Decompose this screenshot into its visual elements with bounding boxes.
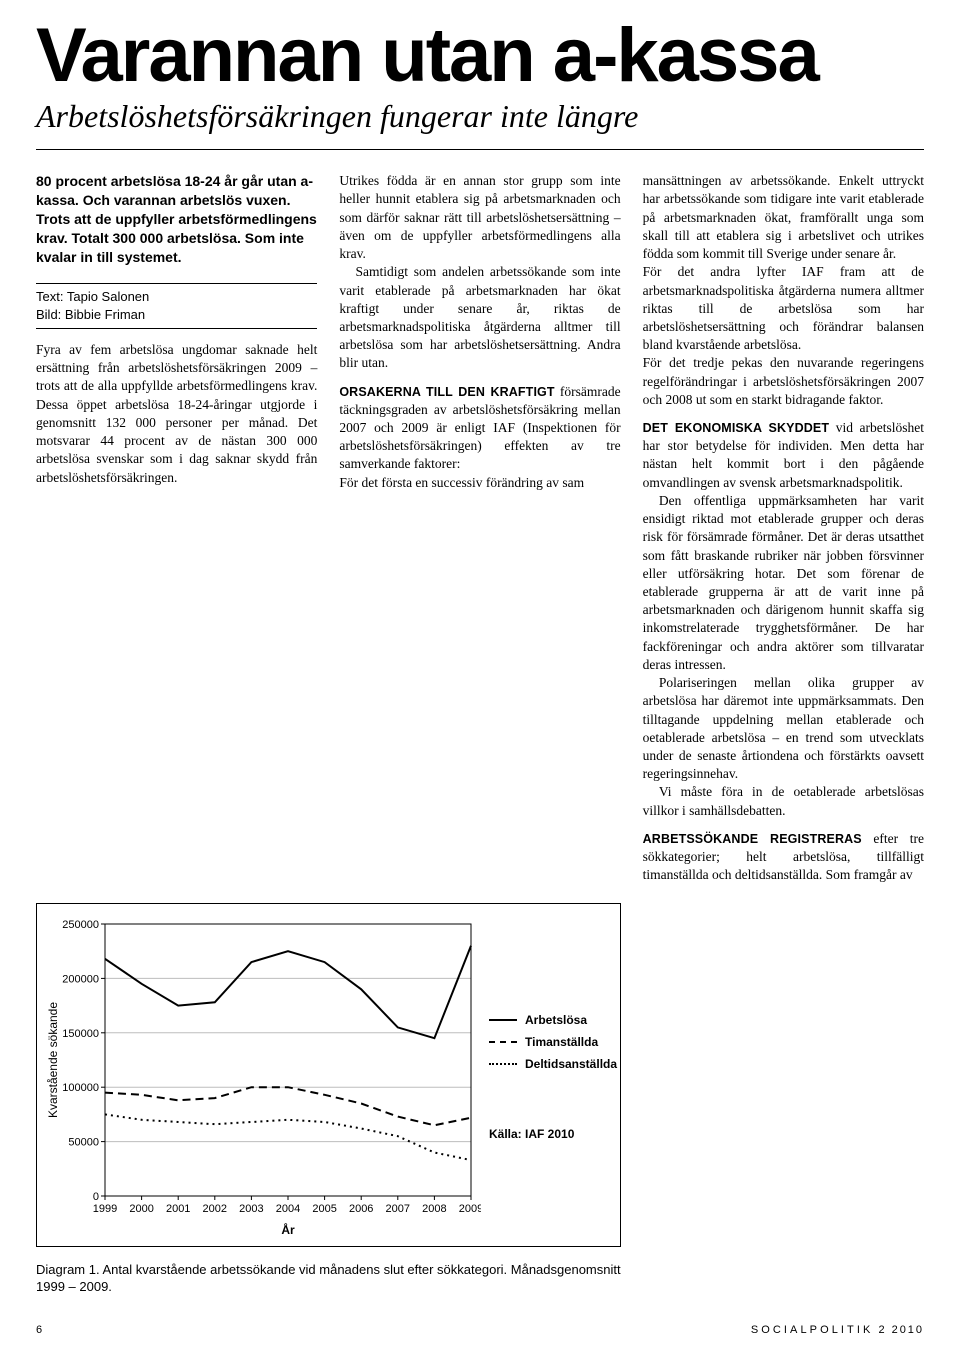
y-axis-title: Kvarstående sökande — [46, 1001, 60, 1117]
col3-p8: ARBETSSÖKANDE REGISTRERAS efter tre sökk… — [643, 830, 924, 885]
chart-frame: 0 50000 100000 150000 200000 250000 1999 2000 20… — [36, 903, 621, 1247]
col2-body: Utrikes födda är en annan stor grupp som… — [339, 172, 620, 492]
svg-text:2004: 2004 — [276, 1203, 300, 1215]
column-2: Utrikes födda är en annan stor grupp som… — [339, 172, 620, 884]
col3-p5: Den offentliga uppmärksamheten har varit… — [643, 492, 924, 674]
svg-text:2006: 2006 — [349, 1203, 373, 1215]
chart-caption: Diagram 1. Antal kvarstående arbetssökan… — [36, 1261, 621, 1296]
line-chart: 0 50000 100000 150000 200000 250000 1999 2000 20… — [41, 912, 481, 1242]
standfirst: 80 procent arbetslösa 18-24 år går utan … — [36, 172, 317, 266]
svg-text:50000: 50000 — [68, 1136, 99, 1148]
magazine-issue: 2 2010 — [878, 1324, 924, 1336]
article-columns: 80 procent arbetslösa 18-24 år går utan … — [36, 172, 924, 1295]
col2-p1: Utrikes födda är en annan stor grupp som… — [339, 172, 620, 263]
col1-body: Fyra av fem arbetslösa ungdomar saknade … — [36, 341, 317, 487]
col3-p4: DET EKONOMISKA SKYDDET vid arbetslöshet … — [643, 419, 924, 492]
byline-text-name: Tapio Salonen — [67, 289, 149, 304]
svg-text:År: År — [281, 1222, 295, 1237]
col3-p1: mansättningen av arbetssökande. Enkelt u… — [643, 172, 924, 263]
byline-photo: Bild: Bibbie Friman — [36, 306, 317, 324]
svg-text:150000: 150000 — [62, 1027, 99, 1039]
col2-p3: ORSAKERNA TILL DEN KRAFTIGT försämrade t… — [339, 383, 620, 474]
svg-text:2003: 2003 — [239, 1203, 263, 1215]
page-number: 6 — [36, 1324, 42, 1336]
svg-text:2008: 2008 — [422, 1203, 446, 1215]
page-footer: 6 SOCIALPOLITIK 2 2010 — [36, 1324, 924, 1336]
col3-p7: Vi måste föra in de oetablerade arbetslö… — [643, 783, 924, 819]
byline-photo-name: Bibbie Friman — [65, 307, 145, 322]
column-3: mansättningen av arbetssökande. Enkelt u… — [643, 172, 924, 884]
article-headline: Varannan utan a-kassa — [36, 20, 924, 92]
byline-text-label: Text: — [36, 289, 63, 304]
col2-runin: ORSAKERNA TILL DEN KRAFTIGT — [339, 385, 554, 399]
svg-text:2002: 2002 — [203, 1203, 227, 1215]
col3-runin3: ARBETSSÖKANDE REGISTRERAS — [643, 832, 862, 846]
magazine-slug: SOCIALPOLITIK 2 2010 — [751, 1324, 924, 1336]
article-subhead: Arbetslöshetsförsäkringen fungerar inte … — [36, 98, 924, 150]
col2-p4: För det första en successiv förändring a… — [339, 474, 620, 492]
chart-legend: Arbetslösa Timanställda Deltidsanställda… — [489, 912, 617, 1242]
col2-p2: Samtidigt som andelen arbetssökande som … — [339, 263, 620, 372]
svg-text:2005: 2005 — [312, 1203, 336, 1215]
chart-source: Källa: IAF 2010 — [489, 1127, 617, 1141]
legend-item-deltidsanstallda: Deltidsanställda — [489, 1057, 617, 1071]
legend-swatch-dash-icon — [489, 1041, 517, 1043]
svg-text:2001: 2001 — [166, 1203, 190, 1215]
legend-swatch-solid-icon — [489, 1019, 517, 1021]
svg-text:2009: 2009 — [459, 1203, 481, 1215]
col3-p3: För det tredje pekas den nuvarande reger… — [643, 354, 924, 409]
svg-text:2000: 2000 — [129, 1203, 153, 1215]
byline-text: Text: Tapio Salonen — [36, 288, 317, 306]
col3-body: mansättningen av arbetssökande. Enkelt u… — [643, 172, 924, 884]
col3-runin2: DET EKONOMISKA SKYDDET — [643, 421, 829, 435]
byline-photo-label: Bild: — [36, 307, 61, 322]
svg-text:100000: 100000 — [62, 1082, 99, 1094]
svg-text:1999: 1999 — [93, 1203, 117, 1215]
magazine-name: SOCIALPOLITIK — [751, 1324, 874, 1336]
legend-label-0: Arbetslösa — [525, 1013, 587, 1027]
svg-text:2007: 2007 — [386, 1203, 410, 1215]
byline-block: Text: Tapio Salonen Bild: Bibbie Friman — [36, 283, 317, 329]
legend-label-1: Timanställda — [525, 1035, 598, 1049]
column-1: 80 procent arbetslösa 18-24 år går utan … — [36, 172, 317, 884]
legend-item-arbetslosa: Arbetslösa — [489, 1013, 617, 1027]
svg-text:250000: 250000 — [62, 919, 99, 931]
svg-text:200000: 200000 — [62, 973, 99, 985]
legend-swatch-dot-icon — [489, 1063, 517, 1065]
col3-p2: För det andra lyfter IAF fram att de arb… — [643, 263, 924, 354]
legend-label-2: Deltidsanställda — [525, 1057, 617, 1071]
legend-item-timanstallda: Timanställda — [489, 1035, 617, 1049]
svg-text:0: 0 — [93, 1191, 99, 1203]
col3-p6: Polariseringen mellan olika grupper av a… — [643, 674, 924, 783]
col1-p1: Fyra av fem arbetslösa ungdomar saknade … — [36, 341, 317, 487]
chart-figure: 0 50000 100000 150000 200000 250000 1999 2000 20… — [36, 903, 621, 1296]
